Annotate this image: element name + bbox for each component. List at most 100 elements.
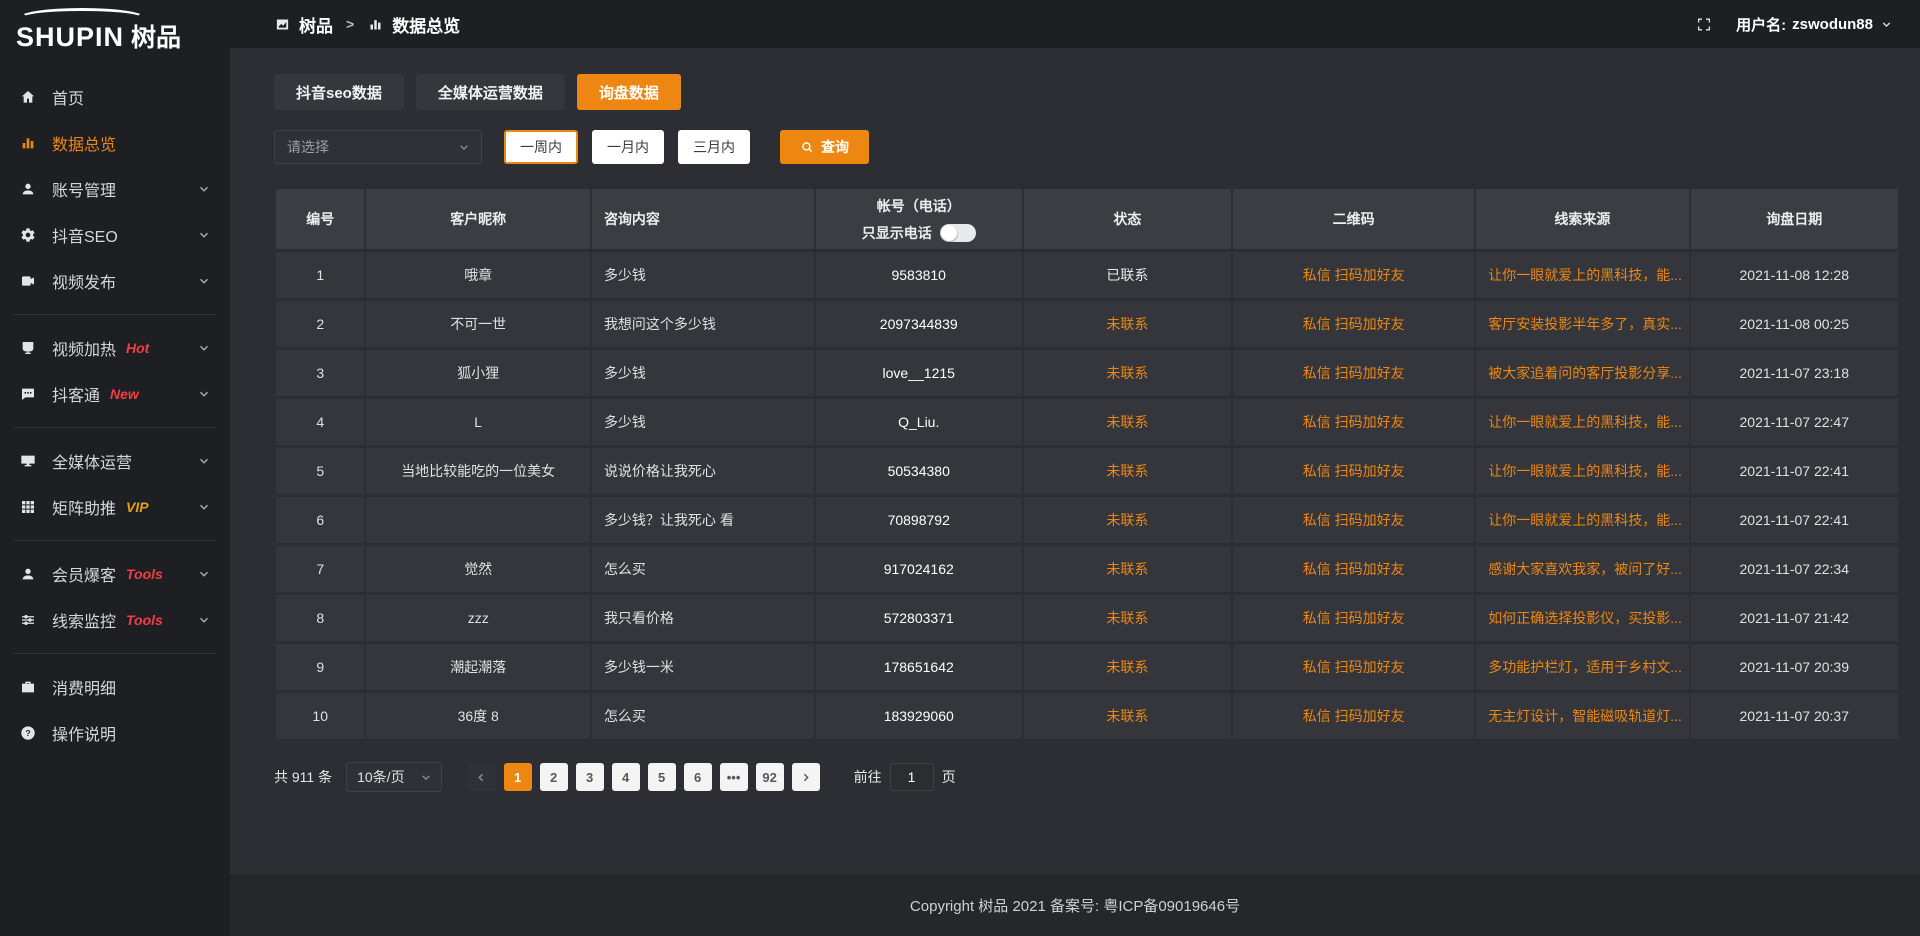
page-button[interactable]: 3 — [575, 763, 604, 791]
page-size-select[interactable]: 10条/页 — [346, 762, 442, 792]
breadcrumb-item-current[interactable]: 数据总览 — [392, 16, 461, 36]
sidebar-item[interactable]: 抖客通 New — [0, 371, 230, 417]
cell-source-link[interactable]: 被大家追着问的客厅投影分享... — [1476, 350, 1689, 396]
chevron-down-icon — [196, 341, 212, 355]
cell-source-link[interactable]: 多功能护栏灯，适用于乡村文... — [1476, 644, 1689, 690]
sidebar-item[interactable]: 线索监控 Tools — [0, 597, 230, 643]
date-range-button[interactable]: 三月内 — [678, 130, 750, 164]
page-button[interactable]: 6 — [683, 763, 712, 791]
cell-no: 4 — [276, 399, 365, 445]
next-page-button[interactable] — [791, 763, 820, 791]
sidebar-item-label: 抖音SEO — [52, 229, 118, 246]
cell-status: 未联系 — [1023, 693, 1232, 739]
cell-qrcode-links[interactable]: 私信 扫码加好友 — [1233, 448, 1475, 494]
search-icon — [800, 140, 814, 154]
sidebar-item-label: 数据总览 — [52, 137, 117, 154]
cell-qrcode-links[interactable]: 私信 扫码加好友 — [1233, 350, 1475, 396]
date-range-button[interactable]: 一周内 — [504, 130, 578, 164]
chart-icon — [18, 133, 38, 153]
page-button[interactable]: 92 — [755, 763, 784, 791]
date-range-button[interactable]: 一月内 — [592, 130, 664, 164]
sidebar-item-label: 矩阵助推 — [52, 501, 117, 518]
cell-qrcode-links[interactable]: 私信 扫码加好友 — [1233, 693, 1475, 739]
column-header-account: 帐号（电话） 只显示电话 — [815, 189, 1022, 249]
page-button[interactable]: 1 — [503, 763, 532, 791]
cell-qrcode-links[interactable]: 私信 扫码加好友 — [1233, 595, 1475, 641]
page-button[interactable]: 5 — [647, 763, 676, 791]
search-button[interactable]: 查询 — [780, 130, 869, 164]
logo[interactable]: SHUPIN 树品 — [0, 0, 230, 58]
cell-account: love__1215 — [815, 350, 1022, 396]
fullscreen-icon[interactable] — [1696, 16, 1712, 33]
page-button[interactable]: ••• — [719, 763, 748, 791]
breadcrumb-item-home[interactable]: 树品 — [299, 16, 333, 36]
svg-text:?: ? — [25, 728, 30, 738]
chevron-down-icon — [196, 613, 212, 627]
cell-no: 7 — [276, 546, 365, 592]
tab[interactable]: 抖音seo数据 — [274, 74, 404, 110]
prev-page-button[interactable] — [467, 763, 496, 791]
cell-no: 5 — [276, 448, 365, 494]
sidebar-nav: 首页 数据总览 账号管理 — [0, 58, 230, 756]
main-content: 抖音seo数据 全媒体运营数据 询盘数据 请选择 — [230, 48, 1920, 874]
breadcrumb: 树品 > 数据总览 — [274, 12, 460, 37]
filter-bar: 请选择 一周内 一月内 三月内 — [274, 130, 1900, 164]
user-menu[interactable]: 用户名: zswodun88 — [1736, 14, 1894, 35]
sidebar-item[interactable]: 抖音SEO — [0, 212, 230, 258]
cell-date: 2021-11-08 12:28 — [1690, 252, 1898, 298]
briefcase-icon — [18, 677, 38, 697]
cell-source-link[interactable]: 让你一眼就爱上的黑科技，能... — [1476, 252, 1689, 298]
sidebar-item-badge: New — [110, 386, 139, 402]
username-value: zswodun88 — [1792, 15, 1873, 33]
sidebar-item-label: 操作说明 — [52, 727, 117, 744]
cell-nickname: 觉然 — [366, 546, 590, 592]
tab[interactable]: 全媒体运营数据 — [415, 74, 565, 110]
cell-source-link[interactable]: 让你一眼就爱上的黑科技，能... — [1476, 399, 1689, 445]
sidebar-item-badge: Tools — [126, 566, 163, 582]
cell-status: 未联系 — [1023, 595, 1232, 641]
cell-account: 9583810 — [815, 252, 1022, 298]
cell-source-link[interactable]: 如何正确选择投影仪，买投影... — [1476, 595, 1689, 641]
cell-source-link[interactable]: 感谢大家喜欢我家，被问了好... — [1476, 546, 1689, 592]
filter-select[interactable]: 请选择 — [274, 130, 482, 164]
table-row: 2 不可一世 我想问这个多少钱 2097344839 未联系 私信 扫码加好友 … — [276, 301, 1898, 347]
sidebar-item[interactable]: 全媒体运营 — [0, 438, 230, 484]
sidebar-item-badge: Tools — [126, 612, 163, 628]
data-tabs: 抖音seo数据 全媒体运营数据 询盘数据 — [274, 74, 1900, 110]
sidebar-item[interactable]: 矩阵助推 VIP — [0, 484, 230, 530]
monitor-icon — [18, 451, 38, 471]
phone-only-toggle[interactable] — [939, 223, 976, 242]
sidebar-item[interactable]: 视频发布 — [0, 258, 230, 304]
cell-no: 8 — [276, 595, 365, 641]
sidebar-item[interactable]: 视频加热 Hot — [0, 325, 230, 371]
cell-qrcode-links[interactable]: 私信 扫码加好友 — [1233, 644, 1475, 690]
sidebar-item[interactable]: ? 操作说明 — [0, 710, 230, 756]
sidebar-item[interactable]: 账号管理 — [0, 166, 230, 212]
cell-qrcode-links[interactable]: 私信 扫码加好友 — [1233, 546, 1475, 592]
cell-source-link[interactable]: 客厅安装投影半年多了，真实... — [1476, 301, 1689, 347]
phone-only-label: 只显示电话 — [861, 224, 932, 241]
cell-source-link[interactable]: 无主灯设计，智能磁吸轨道灯... — [1476, 693, 1689, 739]
cell-qrcode-links[interactable]: 私信 扫码加好友 — [1233, 301, 1475, 347]
sidebar-item[interactable]: 会员爆客 Tools — [0, 551, 230, 597]
page-button[interactable]: 2 — [539, 763, 568, 791]
goto-label: 前往 — [853, 769, 882, 785]
sidebar-item-label: 账号管理 — [52, 183, 117, 200]
cell-account: 917024162 — [815, 546, 1022, 592]
cell-content: 多少钱？让我死心 看 — [591, 497, 814, 543]
sidebar-item[interactable]: 数据总览 — [0, 120, 230, 166]
cell-source-link[interactable]: 让你一眼就爱上的黑科技，能... — [1476, 448, 1689, 494]
cell-source-link[interactable]: 让你一眼就爱上的黑科技，能... — [1476, 497, 1689, 543]
cell-status: 未联系 — [1023, 448, 1232, 494]
page-button[interactable]: 4 — [611, 763, 640, 791]
goto-page-input[interactable] — [889, 763, 934, 791]
sidebar-item[interactable]: 消费明细 — [0, 664, 230, 710]
cell-qrcode-links[interactable]: 私信 扫码加好友 — [1233, 252, 1475, 298]
cell-qrcode-links[interactable]: 私信 扫码加好友 — [1233, 399, 1475, 445]
cell-content: 怎么买 — [591, 546, 814, 592]
tab[interactable]: 询盘数据 — [576, 74, 681, 110]
cell-status: 未联系 — [1023, 399, 1232, 445]
sidebar-item[interactable]: 首页 — [0, 74, 230, 120]
cell-qrcode-links[interactable]: 私信 扫码加好友 — [1233, 497, 1475, 543]
